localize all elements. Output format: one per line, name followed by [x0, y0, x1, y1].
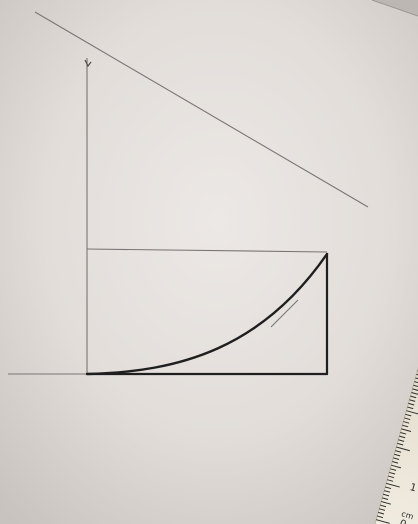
ruler-unit-label: cm: [400, 509, 414, 521]
ruler-tick: [394, 453, 401, 457]
ruler-tick: [388, 475, 395, 479]
ruler-tick: [409, 399, 416, 402]
tangent-line: [34, 11, 369, 208]
ruler-tick: [403, 421, 410, 424]
curve-tangent-mark: [270, 299, 299, 328]
construction-lines: [8, 11, 369, 375]
ruler-tick: [401, 428, 412, 432]
ruler-tick: [385, 486, 392, 490]
ruler-tick: [391, 464, 402, 469]
ruler-tick: [408, 402, 415, 406]
ruler-ticks: [376, 370, 418, 524]
ruler-tick: [398, 439, 405, 442]
ruler-tick: [395, 450, 402, 453]
sheet-edge: [371, 0, 418, 17]
ruler-tick: [413, 384, 418, 388]
ruler-tick: [397, 442, 404, 446]
ruler-tick: [412, 388, 418, 391]
ruler-tick: [377, 515, 384, 519]
ruler-tick: [404, 417, 411, 421]
rectangle-top-line: [86, 248, 328, 253]
ruler-tick: [381, 501, 391, 505]
ruler-labels: 0 1 2 3 4 5 cm: [398, 482, 417, 524]
ruler-tick: [390, 468, 397, 471]
ruler-tick: [411, 392, 418, 396]
ruler-tick: [405, 413, 412, 417]
ink-drawing: [85, 252, 329, 376]
vertical-tick-mark: [84, 59, 92, 68]
ruler-tick: [382, 497, 389, 500]
ruler-tick: [376, 519, 390, 524]
ruler: 0 1 2 3 4 5 cm: [373, 274, 418, 524]
ruler-tick: [393, 457, 400, 460]
ruler-tick: [415, 377, 418, 381]
ruler-tick: [414, 381, 418, 384]
ruler-tick: [392, 461, 399, 464]
ruler-tick: [402, 424, 409, 428]
ruler-tick: [386, 482, 400, 488]
ruler-number-1: 1: [408, 482, 417, 494]
ruler-tick: [399, 435, 406, 439]
ruler-tick: [389, 471, 396, 475]
ruler-tick: [383, 493, 390, 497]
ruler-tick: [379, 508, 386, 511]
ruler-tick: [387, 479, 394, 482]
ruler-number-0: 0: [398, 518, 407, 524]
ruler-body: [373, 274, 418, 524]
ruler-tick: [407, 406, 414, 410]
exponential-curve: [85, 252, 329, 376]
ruler-tick: [410, 395, 417, 399]
ruler-tick: [396, 446, 410, 452]
ruler-tick: [400, 431, 407, 435]
ruler-tick: [384, 490, 391, 493]
ruler-tick: [380, 504, 387, 508]
ruler-tick: [378, 511, 385, 515]
